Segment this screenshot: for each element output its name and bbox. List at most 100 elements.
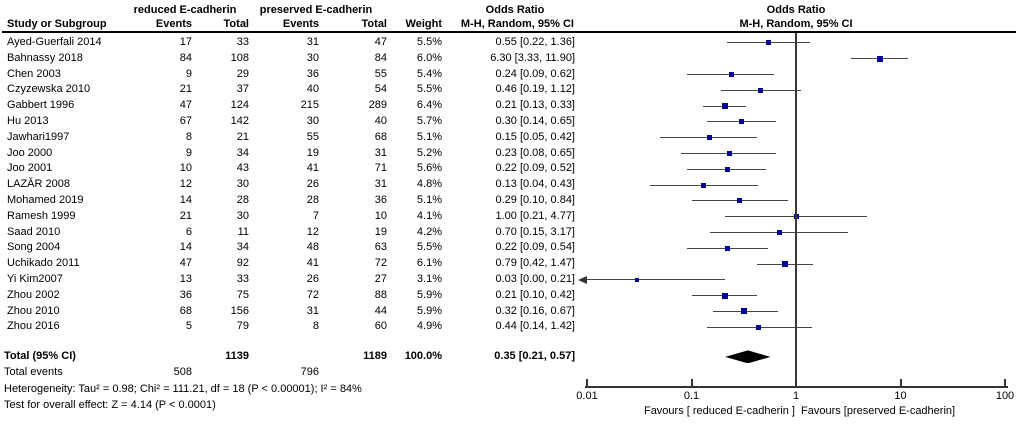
study-row: Zhou 2002 36 75 72 88 5.9% 0.21 [0.10, 0.42] xyxy=(0,288,1020,304)
weight-cell: 5.1% xyxy=(416,194,442,206)
total-reduced-cell: 79 xyxy=(236,320,249,333)
study-name: Mohamed 2019 xyxy=(7,194,84,206)
total-preserved-cell: 47 xyxy=(374,36,387,48)
or-point-marker xyxy=(766,40,772,46)
study-name: Ayed-Guerfali 2014 xyxy=(7,36,102,48)
total-label: Total (95% CI) xyxy=(4,350,76,362)
study-row: Uchikado 2011 47 92 41 72 6.1% 0.79 [0.42, 1.4… xyxy=(0,256,1020,272)
heterogeneity-text: Heterogeneity: Tau² = 0.98; Chi² = 111.2… xyxy=(4,383,362,395)
or-ci-text-cell: 0.23 [0.08, 0.65] xyxy=(495,146,575,159)
total-reduced-cell: 108 xyxy=(230,51,249,64)
total-preserved-cell: 72 xyxy=(374,257,387,270)
group1-header: reduced E-cadherin xyxy=(133,4,237,16)
study-row: Chen 2003 9 29 36 55 5.4% 0.24 [0.09, 0.62] xyxy=(0,67,1020,83)
x-axis-tick xyxy=(899,379,902,387)
events-preserved-cell: 55 xyxy=(306,130,319,143)
events-reduced-cell: 67 xyxy=(179,115,192,127)
total-preserved-cell: 88 xyxy=(374,288,387,301)
header-underline xyxy=(2,31,1016,33)
ci-arrow-left-icon xyxy=(578,275,587,284)
x-axis-tick-label: 0.01 xyxy=(576,390,598,402)
study-name: Joo 2001 xyxy=(7,162,53,175)
study-name: Chen 2003 xyxy=(7,67,61,80)
or-column-title: Odds Ratio xyxy=(485,4,545,16)
group2-header: preserved E-cadherin xyxy=(259,4,373,16)
or-point-marker xyxy=(738,119,744,125)
or-ci-text-cell: 0.15 [0.05, 0.42] xyxy=(495,130,575,143)
events-reduced-cell: 47 xyxy=(179,99,192,112)
weight-column-header: Weight xyxy=(405,18,442,30)
total-preserved-cell: 27 xyxy=(374,273,387,285)
or-point-marker xyxy=(724,245,730,251)
total-events-reduced: 508 xyxy=(173,366,192,378)
events-reduced-cell: 9 xyxy=(185,67,192,80)
or-point-marker xyxy=(700,182,706,188)
x-axis-tick xyxy=(795,379,797,387)
study-name: Song 2004 xyxy=(7,241,61,254)
events-preserved-cell: 41 xyxy=(306,257,319,270)
x-axis-line xyxy=(585,386,1008,388)
or-point-marker xyxy=(737,198,743,204)
study-name: Zhou 2002 xyxy=(7,288,60,301)
events-preserved-cell: 30 xyxy=(306,115,319,127)
total-reduced-cell: 29 xyxy=(236,67,249,80)
events-preserved-cell: 19 xyxy=(306,146,319,159)
or-ci-text-cell: 0.21 [0.13, 0.33] xyxy=(495,99,575,112)
study-row: Yi Kim2007 13 33 26 27 3.1% 0.03 [0.00, 0.21] xyxy=(0,272,1020,288)
weight-cell: 5.5% xyxy=(416,83,442,96)
total-preserved-cell: 55 xyxy=(374,67,387,80)
events-reduced-cell: 12 xyxy=(179,178,192,191)
ci-line xyxy=(587,279,726,281)
weight-cell: 6.4% xyxy=(416,99,442,112)
total-preserved-cell: 36 xyxy=(374,194,387,206)
study-name: LAZĂR 2008 xyxy=(7,178,70,191)
events-preserved-cell: 30 xyxy=(306,51,319,64)
events-reduced-cell: 36 xyxy=(179,288,192,301)
events-preserved-cell: 31 xyxy=(306,304,319,317)
x-axis-tick-label: 1 xyxy=(792,390,800,402)
total-reduced-cell: 11 xyxy=(237,225,249,238)
study-row: Mohamed 2019 14 28 28 36 5.1% 0.29 [0.10, 0.84… xyxy=(0,193,1020,209)
total-preserved-cell: 44 xyxy=(374,304,387,317)
study-row: Jawhari1997 8 21 55 68 5.1% 0.15 [0.05, 0.42] xyxy=(0,130,1020,146)
study-name: Yi Kim2007 xyxy=(7,273,63,285)
total-reduced-cell: 21 xyxy=(236,130,249,143)
or-point-marker xyxy=(876,55,883,62)
total-preserved-cell: 84 xyxy=(374,51,387,64)
total-preserved-total: 1189 xyxy=(363,350,387,362)
study-name: Bahnassy 2018 xyxy=(7,51,83,64)
or-ci-text-cell: 0.21 [0.10, 0.42] xyxy=(495,288,575,301)
events2-column-header: Events xyxy=(282,18,319,30)
study-name: Joo 2000 xyxy=(7,146,53,159)
study-row: Gabbert 1996 47 124 215 289 6.4% 0.21 [0.13, 0… xyxy=(0,98,1020,114)
total2-column-header: Total xyxy=(361,18,387,30)
total-events-preserved: 796 xyxy=(300,366,319,378)
or-point-marker xyxy=(707,135,713,141)
total-reduced-cell: 28 xyxy=(236,194,249,206)
or-ci-text-cell: 0.79 [0.42, 1.47] xyxy=(495,257,575,270)
weight-cell: 5.2% xyxy=(416,146,442,159)
or-ci-text-cell: 1.00 [0.21, 4.77] xyxy=(495,209,575,222)
study-name: Czyzewska 2010 xyxy=(7,83,91,96)
total-reduced-cell: 30 xyxy=(236,209,249,222)
total-preserved-cell: 31 xyxy=(374,146,387,159)
total-preserved-cell: 71 xyxy=(374,162,387,175)
total-preserved-cell: 40 xyxy=(374,115,387,127)
or-point-marker xyxy=(634,277,639,282)
study-name: Gabbert 1996 xyxy=(7,99,75,112)
weight-cell: 4.8% xyxy=(416,178,442,191)
no-effect-line xyxy=(795,33,797,387)
or-point-marker xyxy=(758,87,764,93)
or-ci-text-cell: 0.44 [0.14, 1.42] xyxy=(495,320,575,333)
weight-cell: 5.5% xyxy=(416,241,442,254)
weight-cell: 6.0% xyxy=(416,51,442,64)
events-reduced-cell: 21 xyxy=(179,83,192,96)
weight-cell: 5.1% xyxy=(416,130,442,143)
total-reduced-cell: 142 xyxy=(230,115,249,127)
events-preserved-cell: 215 xyxy=(300,99,319,112)
x-axis-tick-label: 10 xyxy=(894,390,907,402)
favours-left-label: Favours [ reduced E-cadherin ] xyxy=(643,405,795,417)
total-reduced-cell: 43 xyxy=(236,162,249,175)
events-reduced-cell: 21 xyxy=(179,209,192,222)
events-reduced-cell: 6 xyxy=(185,225,192,238)
